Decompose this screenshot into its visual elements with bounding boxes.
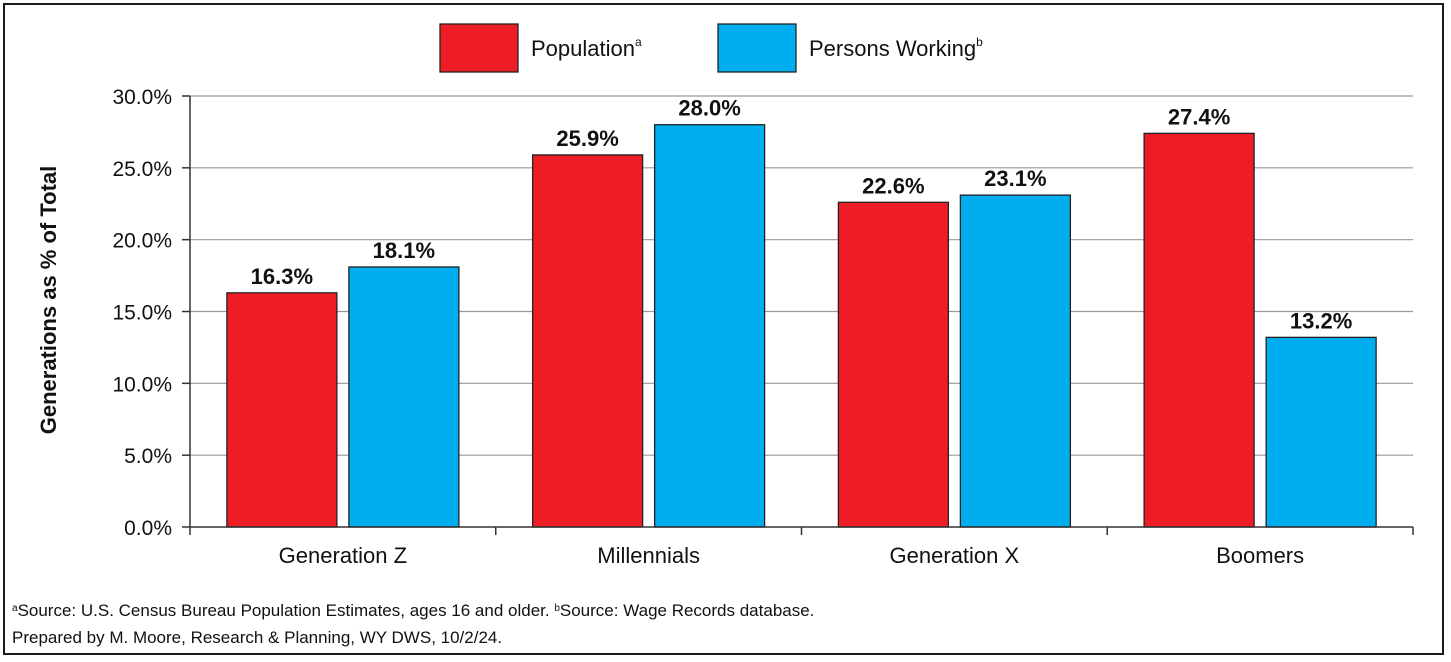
footnote-prepared-by: Prepared by M. Moore, Research & Plannin… [12,628,503,647]
y-tick-label: 15.0% [112,302,172,325]
legend-swatch [439,23,519,73]
footnote-source-b: Source: Wage Records database. [559,601,815,620]
legend-superscript: b [976,35,983,49]
bar [1143,132,1255,528]
legend-label: Persons Workingb [809,35,983,61]
data-label: 13.2% [1290,308,1352,333]
y-tick-label: 25.0% [112,158,172,181]
bar [653,124,766,528]
y-axis-label: Generations as % of Total [36,166,61,435]
footnote-marker-b: b [554,603,560,614]
axes [182,95,1414,535]
x-tick-label: Millennials [597,543,700,568]
bar [531,154,644,528]
y-tick-label: 0.0% [124,517,172,540]
bar [1265,336,1377,528]
data-label: 16.3% [251,264,313,289]
data-label: 18.1% [373,238,435,263]
bar [959,194,1072,528]
legend-swatch [717,23,797,73]
labels: 0.0% 5.0% 10.0% 15.0% 20.0% 25.0% 30.0% 16.3% 18… [112,86,1352,568]
x-tick-label: Generation Z [279,543,407,568]
legend-superscript: a [635,35,642,49]
y-tick-label: 20.0% [112,230,172,253]
legend: Populationa Persons Workingb [439,23,983,73]
y-tick-label: 10.0% [112,373,172,396]
footnote-source-a: Source: U.S. Census Bureau Population Es… [17,601,555,620]
data-label: 28.0% [678,96,740,121]
bars [226,124,1377,528]
footnote-source: aSource: U.S. Census Bureau Population E… [12,597,1432,624]
y-tick-label: 30.0% [112,86,172,109]
data-label: 27.4% [1168,104,1230,129]
y-tick-label: 5.0% [124,445,172,468]
x-tick-label: Boomers [1216,543,1304,568]
bar [226,292,338,528]
data-label: 25.9% [556,126,618,151]
data-label: 22.6% [862,173,924,198]
bar [348,266,460,528]
bar [837,201,950,528]
x-tick-label: Generation X [890,543,1020,568]
legend-label: Populationa [531,35,642,61]
data-label: 23.1% [984,166,1046,191]
footnote-marker-a: a [12,603,18,614]
footnotes: aSource: U.S. Census Bureau Population E… [12,597,1432,651]
